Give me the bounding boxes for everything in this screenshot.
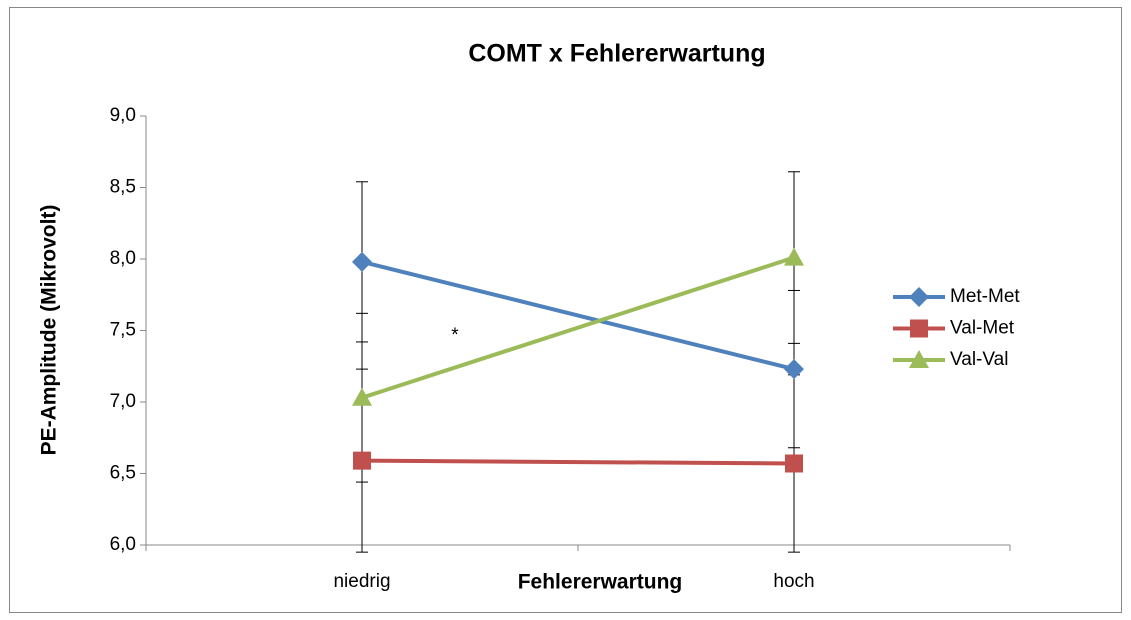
- x-tick-label: niedrig: [333, 571, 390, 592]
- legend-label: Val-Met: [950, 318, 1015, 339]
- y-tick-label: 8,0: [110, 248, 136, 269]
- y-tick-label: 7,0: [110, 391, 136, 412]
- chart-frame: [9, 7, 1122, 613]
- series-line: [361, 255, 795, 400]
- marker: [352, 387, 372, 406]
- legend-marker: [909, 287, 929, 307]
- legend-label: Met-Met: [950, 286, 1020, 307]
- annotation: *: [451, 325, 459, 346]
- series-line: [361, 458, 795, 466]
- y-tick-label: 6,5: [110, 463, 136, 484]
- marker: [352, 251, 372, 272]
- y-tick-label: 9,0: [110, 105, 136, 126]
- y-tick-label: 6,0: [110, 534, 136, 555]
- series-line: [361, 259, 795, 372]
- x-axis-title: Fehlererwartung: [518, 571, 683, 594]
- marker: [353, 451, 371, 470]
- marker: [784, 247, 804, 266]
- x-tick-label: hoch: [773, 571, 814, 592]
- legend-label: Val-Val: [950, 349, 1008, 370]
- y-tick-label: 8,5: [110, 177, 136, 198]
- legend-marker: [909, 350, 929, 368]
- y-axis-title: PE-Amplitude (Mikrovolt): [38, 205, 61, 456]
- legend-marker: [910, 319, 928, 338]
- y-tick-label: 7,5: [110, 320, 136, 341]
- marker: [785, 454, 803, 473]
- marker: [784, 359, 804, 380]
- chart-title: COMT x Fehlererwartung: [468, 40, 765, 68]
